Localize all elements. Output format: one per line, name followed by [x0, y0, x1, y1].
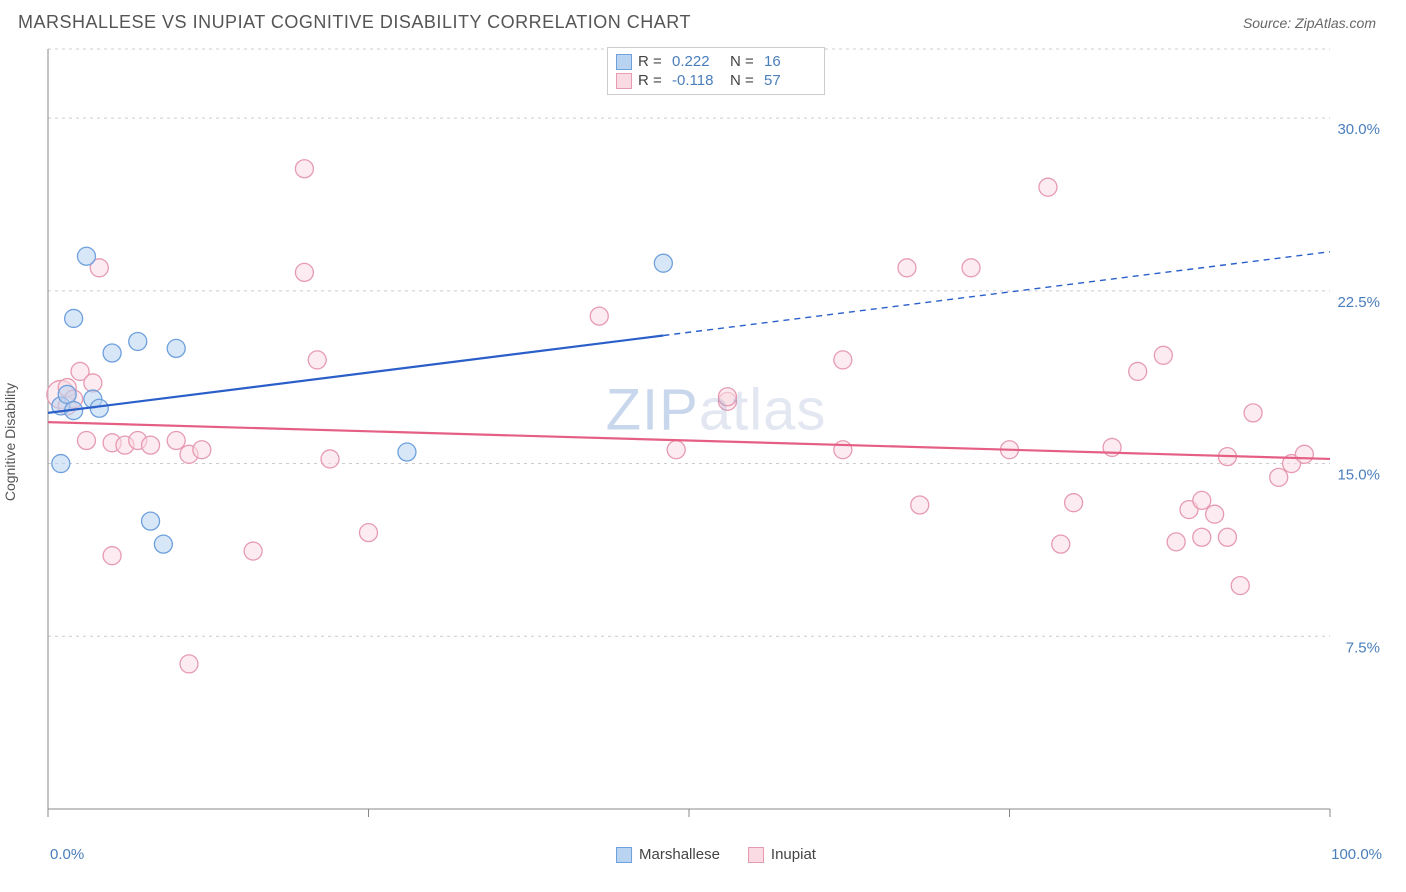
chart-area: Cognitive Disability 7.5%15.0%22.5%30.0%…	[46, 47, 1386, 837]
swatch-icon	[616, 847, 632, 863]
source-text: Source: ZipAtlas.com	[1243, 15, 1376, 31]
page-title: MARSHALLESE VS INUPIAT COGNITIVE DISABIL…	[18, 12, 691, 33]
svg-text:30.0%: 30.0%	[1337, 121, 1380, 138]
stat-n-label: N =	[730, 53, 758, 70]
stat-n-label: N =	[730, 72, 758, 89]
svg-text:7.5%: 7.5%	[1346, 639, 1380, 656]
stat-n-value: 57	[764, 72, 816, 89]
stat-r-label: R =	[638, 72, 666, 89]
stat-r-value: -0.118	[672, 72, 724, 89]
legend-item: Marshallese	[616, 846, 720, 863]
y-axis-label: Cognitive Disability	[2, 383, 18, 501]
legend-label: Inupiat	[771, 846, 816, 863]
legend-item: Inupiat	[748, 846, 816, 863]
svg-text:22.5%: 22.5%	[1337, 294, 1380, 311]
swatch-icon	[616, 54, 632, 70]
stats-legend: R = 0.222 N = 16 R = -0.118 N = 57	[607, 47, 825, 95]
series-legend: Marshallese Inupiat	[616, 846, 816, 863]
swatch-icon	[748, 847, 764, 863]
stat-r-label: R =	[638, 53, 666, 70]
legend-label: Marshallese	[639, 846, 720, 863]
stats-row: R = 0.222 N = 16	[616, 52, 816, 71]
stat-r-value: 0.222	[672, 53, 724, 70]
scatter-plot: 7.5% 15.0% 22.5% 30.0%	[46, 47, 1386, 837]
svg-text:15.0%: 15.0%	[1337, 467, 1380, 484]
stats-row: R = -0.118 N = 57	[616, 71, 816, 90]
x-max-label: 100.0%	[1331, 846, 1382, 863]
swatch-icon	[616, 73, 632, 89]
x-min-label: 0.0%	[50, 846, 84, 863]
stat-n-value: 16	[764, 53, 816, 70]
